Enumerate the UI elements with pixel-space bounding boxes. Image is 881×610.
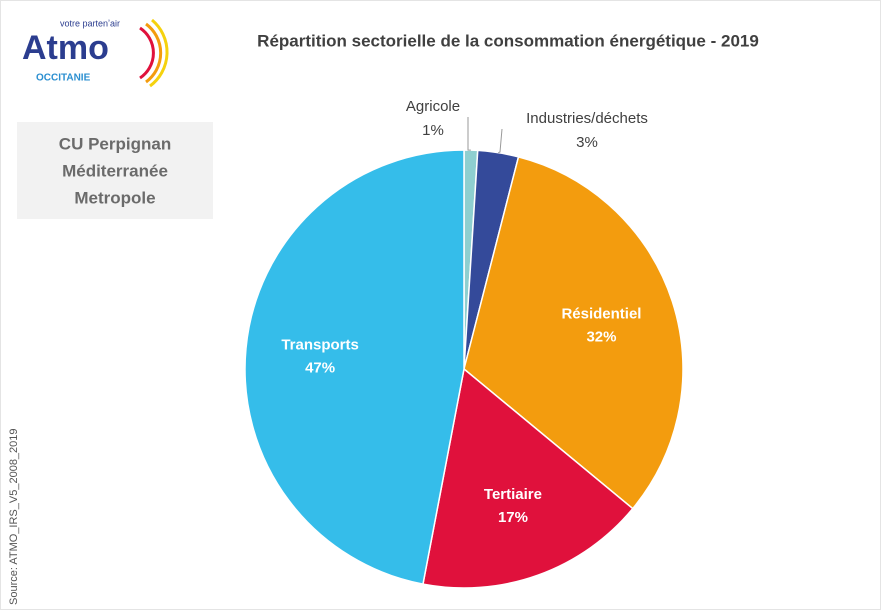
slice-label: Agricole (406, 98, 460, 115)
leader-line (467, 117, 471, 151)
logo: votre partenʼair Atmo OCCITANIE (22, 18, 169, 88)
slice-value: 47% (305, 359, 335, 376)
pie-slice (244, 149, 465, 585)
logo-arc (145, 22, 163, 84)
slice-value: 32% (586, 328, 616, 345)
slice-label: Industries/déchets (526, 110, 648, 127)
logo-arc (149, 18, 169, 88)
slice-value: 17% (498, 509, 528, 526)
slice-label: Tertiaire (484, 486, 542, 503)
logo-region: OCCITANIE (36, 73, 91, 84)
pie-slice (422, 367, 634, 589)
leader-line (498, 128, 503, 154)
chart-title: Répartition sectorielle de la consommati… (257, 31, 759, 50)
territory-label: Metropole (74, 188, 155, 207)
logo-arc (139, 26, 155, 80)
source: Source: ATMO_IRS_V5_2008_2019 (8, 428, 20, 605)
pie-slice (463, 155, 684, 510)
slice-label: Résidentiel (561, 305, 641, 322)
territory-box (17, 122, 213, 219)
slice-value: 1% (422, 122, 444, 139)
slice-value: 3% (576, 134, 598, 151)
territory-label: Méditerranée (62, 161, 168, 180)
slice-label: Transports (281, 336, 359, 353)
logo-tagline: votre partenʼair (60, 18, 120, 28)
territory-label: CU Perpignan (59, 134, 171, 153)
logo-name: Atmo (22, 29, 109, 67)
